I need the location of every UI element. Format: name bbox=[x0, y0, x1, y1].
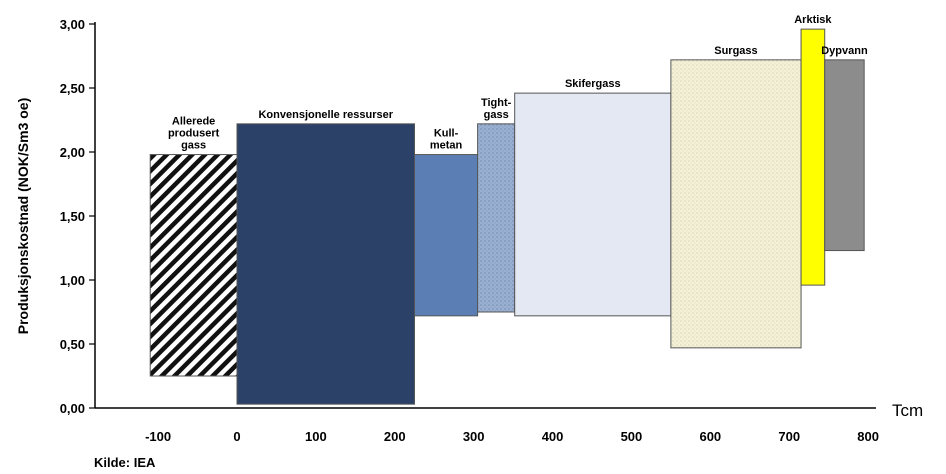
bar-label: Allerede bbox=[172, 116, 215, 128]
bar-surgass bbox=[670, 59, 802, 349]
bar-label: Skifergass bbox=[565, 78, 621, 90]
bar-label: gass bbox=[181, 140, 206, 152]
bar-label: Tight- bbox=[481, 97, 512, 109]
source-note: Kilde: IEA bbox=[94, 455, 156, 470]
x-axis-unit: Tcm bbox=[892, 401, 923, 420]
bar-kull-metan bbox=[414, 154, 479, 317]
y-axis: 0,00 0,50 1,00 1,50 2,00 2,50 3,00 bbox=[60, 17, 95, 416]
x-tick-label: 300 bbox=[463, 429, 485, 444]
bar-skifergass bbox=[514, 92, 672, 317]
bar-allerede-produsert-gass bbox=[149, 154, 238, 377]
bar-label: gass bbox=[484, 109, 509, 121]
y-tick-label: 3,00 bbox=[60, 17, 85, 32]
y-tick-label: 2,00 bbox=[60, 145, 85, 160]
x-tick-label: 0 bbox=[233, 429, 240, 444]
bar-konvensjonelle-ressurser bbox=[236, 123, 415, 405]
y-tick-label: 1,00 bbox=[60, 273, 85, 288]
x-tick-label: 800 bbox=[857, 429, 879, 444]
x-tick-label: 100 bbox=[305, 429, 327, 444]
bar-label: metan bbox=[430, 140, 463, 152]
bar-label: Surgass bbox=[714, 45, 757, 57]
x-tick-label: 600 bbox=[699, 429, 721, 444]
x-tick-label: 700 bbox=[778, 429, 800, 444]
y-tick-label: 0,00 bbox=[60, 401, 85, 416]
bar-dypvann bbox=[824, 59, 865, 252]
bar-label: Arktisk bbox=[794, 14, 832, 26]
x-tick-label: 200 bbox=[384, 429, 406, 444]
y-tick-label: 1,50 bbox=[60, 209, 85, 224]
y-axis-label: Produksjonskostnad (NOK/Sm3 oe) bbox=[15, 98, 31, 334]
bar-label: produsert bbox=[168, 128, 220, 140]
x-tick-label: 400 bbox=[542, 429, 564, 444]
bars bbox=[149, 28, 865, 405]
y-tick-label: 2,50 bbox=[60, 81, 85, 96]
x-tick-label: -100 bbox=[145, 429, 171, 444]
bar-label: Konvensjonelle ressurser bbox=[258, 109, 393, 121]
x-axis: -100 0 100 200 300 400 500 600 700 800 bbox=[145, 429, 879, 444]
bar-label: Kull- bbox=[434, 128, 459, 140]
bar-arktisk bbox=[800, 28, 826, 286]
bar-label: Dypvann bbox=[821, 45, 868, 57]
bar-tight-gass bbox=[477, 123, 516, 313]
x-tick-label: 500 bbox=[621, 429, 643, 444]
y-tick-label: 0,50 bbox=[60, 337, 85, 352]
